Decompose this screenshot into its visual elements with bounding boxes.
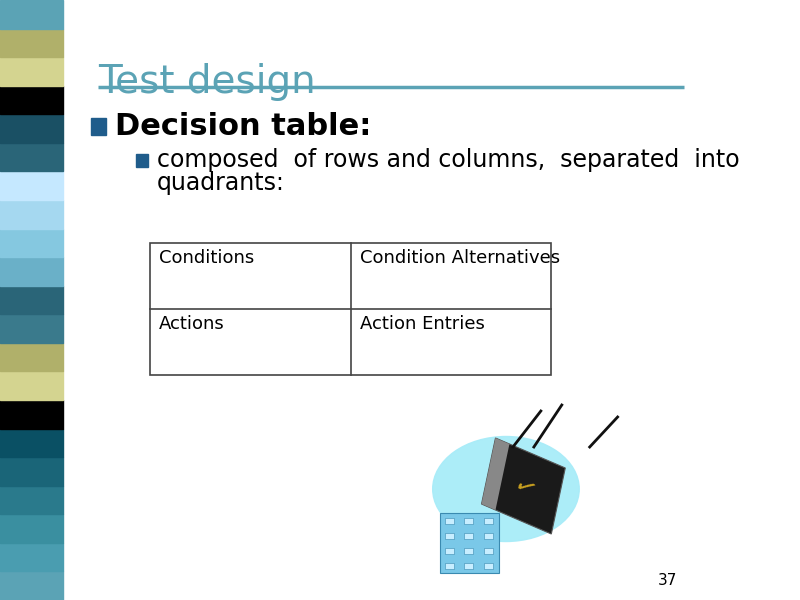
Bar (0, 172, 63, 200)
Bar (0, 428, 63, 457)
Bar (464, 533, 474, 539)
Text: quadrants:: quadrants: (157, 171, 285, 195)
Bar (0, 371, 63, 400)
Bar (0, 571, 63, 600)
Bar (0, 0, 63, 29)
Text: Decision table:: Decision table: (115, 112, 371, 141)
Bar (445, 548, 454, 554)
Text: Actions: Actions (159, 315, 225, 333)
Text: Action Entries: Action Entries (360, 315, 485, 333)
Bar (445, 518, 454, 524)
Bar (0, 229, 63, 257)
Bar (0, 457, 63, 486)
Bar (484, 533, 493, 539)
Bar (0, 143, 63, 172)
Bar (0, 400, 63, 428)
Bar (0, 257, 63, 286)
Bar (445, 533, 454, 539)
Bar (0, 86, 63, 114)
Text: Conditions: Conditions (159, 249, 254, 267)
Bar (0, 57, 63, 86)
Bar (0, 29, 63, 57)
Bar (0, 114, 63, 143)
Bar (90, 118, 106, 135)
Bar (0, 200, 63, 229)
Bar (484, 563, 493, 569)
Bar (464, 518, 474, 524)
Polygon shape (482, 438, 510, 510)
Ellipse shape (433, 437, 579, 541)
Bar (484, 518, 493, 524)
Text: ✓: ✓ (508, 473, 539, 505)
Text: Condition Alternatives: Condition Alternatives (360, 249, 560, 267)
Bar (0, 286, 63, 314)
Text: 37: 37 (658, 573, 677, 588)
Bar (136, 154, 148, 167)
Text: composed  of rows and columns,  separated  into: composed of rows and columns, separated … (157, 148, 740, 172)
Bar (0, 314, 63, 343)
Polygon shape (482, 438, 566, 534)
Bar (440, 513, 499, 573)
Bar (445, 563, 454, 569)
Bar (150, 243, 551, 375)
Bar (0, 543, 63, 571)
Bar (464, 548, 474, 554)
Bar (0, 514, 63, 543)
Bar (484, 548, 493, 554)
Text: Test design: Test design (98, 63, 315, 101)
Bar (464, 563, 474, 569)
Bar (0, 486, 63, 514)
Bar (0, 343, 63, 371)
